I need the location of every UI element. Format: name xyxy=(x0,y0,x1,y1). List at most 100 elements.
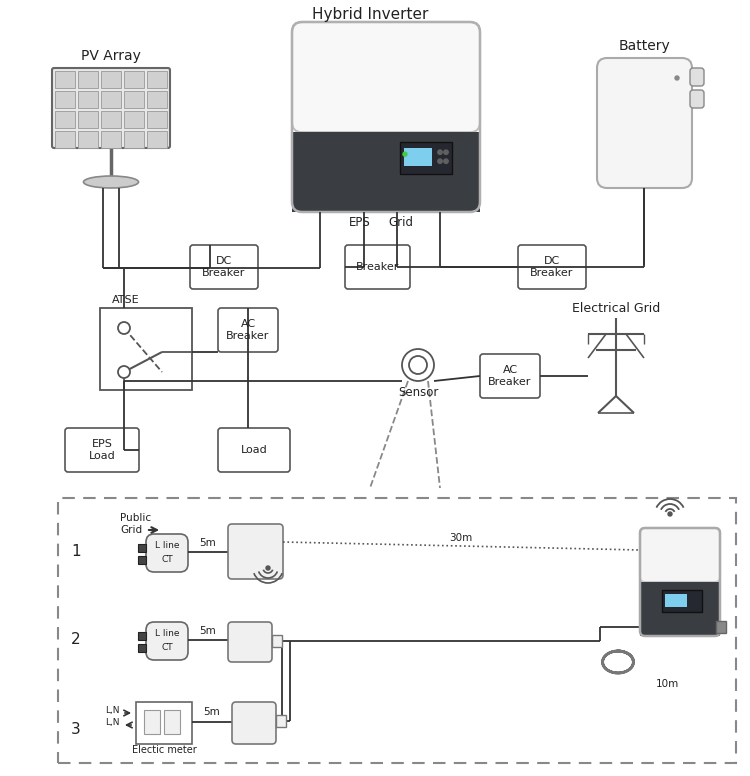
FancyBboxPatch shape xyxy=(292,22,480,132)
Text: Battery: Battery xyxy=(618,39,670,53)
FancyBboxPatch shape xyxy=(218,428,290,472)
Text: EPS
Load: EPS Load xyxy=(88,439,116,461)
FancyBboxPatch shape xyxy=(518,245,586,289)
Bar xyxy=(55,131,75,148)
Text: Load: Load xyxy=(241,445,267,455)
Text: L,N: L,N xyxy=(106,718,120,726)
Bar xyxy=(147,71,167,88)
Bar xyxy=(124,91,144,108)
Text: 2: 2 xyxy=(71,632,81,647)
Bar xyxy=(55,111,75,128)
Text: CT: CT xyxy=(161,555,172,563)
Text: DC
Breaker: DC Breaker xyxy=(530,256,574,278)
Text: L,N: L,N xyxy=(106,705,120,715)
Bar xyxy=(144,710,160,734)
Text: PV Array: PV Array xyxy=(81,49,141,63)
FancyBboxPatch shape xyxy=(58,498,736,763)
FancyBboxPatch shape xyxy=(232,702,276,744)
Bar xyxy=(292,132,480,212)
Bar xyxy=(147,131,167,148)
Bar xyxy=(138,556,146,564)
Circle shape xyxy=(675,76,679,80)
Circle shape xyxy=(409,356,427,374)
Bar xyxy=(147,111,167,128)
Text: 1: 1 xyxy=(71,545,81,559)
FancyBboxPatch shape xyxy=(228,524,283,579)
Text: 3: 3 xyxy=(71,722,81,737)
Text: Electrical Grid: Electrical Grid xyxy=(572,302,660,314)
Bar xyxy=(100,308,192,390)
Circle shape xyxy=(438,150,442,154)
FancyBboxPatch shape xyxy=(52,68,170,148)
Text: 5m: 5m xyxy=(200,626,216,636)
Bar xyxy=(136,702,192,744)
Bar xyxy=(78,131,98,148)
Text: CT: CT xyxy=(161,643,172,652)
FancyBboxPatch shape xyxy=(218,308,278,352)
Ellipse shape xyxy=(83,176,139,188)
Text: Public
Grid: Public Grid xyxy=(120,513,151,535)
FancyBboxPatch shape xyxy=(690,90,704,108)
Circle shape xyxy=(118,322,130,334)
Text: AC
Breaker: AC Breaker xyxy=(226,319,270,341)
Text: 5m: 5m xyxy=(203,707,220,717)
Bar xyxy=(272,635,282,647)
Text: Electic meter: Electic meter xyxy=(132,745,196,755)
Bar xyxy=(101,111,121,128)
Bar xyxy=(124,131,144,148)
Circle shape xyxy=(438,159,442,164)
FancyBboxPatch shape xyxy=(228,622,272,662)
Circle shape xyxy=(402,349,434,381)
Bar xyxy=(164,710,180,734)
Text: Breaker: Breaker xyxy=(356,262,399,272)
Text: ATSE: ATSE xyxy=(112,295,140,305)
Text: Grid: Grid xyxy=(388,216,413,228)
Text: AC
Breaker: AC Breaker xyxy=(488,365,532,386)
Bar xyxy=(101,91,121,108)
FancyBboxPatch shape xyxy=(146,622,188,660)
Bar xyxy=(276,715,286,727)
FancyBboxPatch shape xyxy=(640,528,720,582)
Bar xyxy=(78,111,98,128)
FancyBboxPatch shape xyxy=(146,534,188,572)
Bar xyxy=(138,544,146,552)
Bar xyxy=(404,148,432,166)
Circle shape xyxy=(118,366,130,378)
Circle shape xyxy=(444,150,448,154)
Circle shape xyxy=(403,152,407,156)
Bar xyxy=(101,71,121,88)
Circle shape xyxy=(668,512,672,516)
Circle shape xyxy=(266,566,270,570)
Text: Hybrid Inverter: Hybrid Inverter xyxy=(312,6,428,22)
FancyBboxPatch shape xyxy=(190,245,258,289)
Text: Sensor: Sensor xyxy=(398,386,438,400)
Text: L line: L line xyxy=(154,542,179,550)
Bar xyxy=(124,111,144,128)
Text: EPS: EPS xyxy=(349,216,370,228)
Bar xyxy=(78,91,98,108)
Bar xyxy=(716,621,726,633)
Bar xyxy=(662,590,702,612)
Bar xyxy=(665,594,687,607)
FancyBboxPatch shape xyxy=(65,428,139,472)
Bar xyxy=(138,632,146,640)
Text: L line: L line xyxy=(154,629,179,639)
Text: 30m: 30m xyxy=(449,533,472,543)
Text: 5m: 5m xyxy=(200,538,216,548)
Bar xyxy=(124,71,144,88)
FancyBboxPatch shape xyxy=(597,58,692,188)
Bar xyxy=(101,131,121,148)
Bar xyxy=(138,644,146,652)
Circle shape xyxy=(444,159,448,164)
Bar xyxy=(55,71,75,88)
FancyBboxPatch shape xyxy=(345,245,410,289)
Text: 10m: 10m xyxy=(656,679,680,689)
Bar xyxy=(400,142,452,174)
Bar xyxy=(147,91,167,108)
Bar xyxy=(78,71,98,88)
FancyBboxPatch shape xyxy=(480,354,540,398)
Text: DC
Breaker: DC Breaker xyxy=(202,256,246,278)
Bar xyxy=(640,582,720,636)
Bar xyxy=(55,91,75,108)
FancyBboxPatch shape xyxy=(690,68,704,86)
